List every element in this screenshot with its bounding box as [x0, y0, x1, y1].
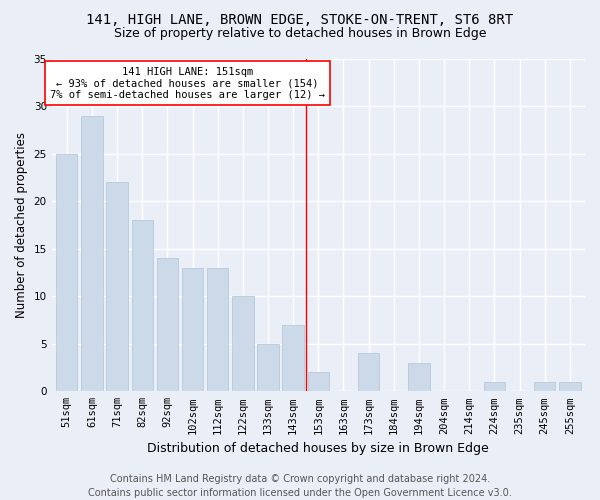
Bar: [283, 325, 304, 392]
Bar: [559, 382, 581, 392]
Bar: [408, 363, 430, 392]
Bar: [308, 372, 329, 392]
Text: 141 HIGH LANE: 151sqm
← 93% of detached houses are smaller (154)
7% of semi-deta: 141 HIGH LANE: 151sqm ← 93% of detached …: [50, 66, 325, 100]
Text: Contains HM Land Registry data © Crown copyright and database right 2024.
Contai: Contains HM Land Registry data © Crown c…: [88, 474, 512, 498]
Bar: [257, 344, 279, 392]
Text: Size of property relative to detached houses in Brown Edge: Size of property relative to detached ho…: [114, 28, 486, 40]
Bar: [157, 258, 178, 392]
Bar: [131, 220, 153, 392]
Bar: [207, 268, 229, 392]
Bar: [484, 382, 505, 392]
Bar: [81, 116, 103, 392]
Y-axis label: Number of detached properties: Number of detached properties: [15, 132, 28, 318]
Bar: [358, 354, 379, 392]
X-axis label: Distribution of detached houses by size in Brown Edge: Distribution of detached houses by size …: [148, 442, 489, 455]
Text: 141, HIGH LANE, BROWN EDGE, STOKE-ON-TRENT, ST6 8RT: 141, HIGH LANE, BROWN EDGE, STOKE-ON-TRE…: [86, 12, 514, 26]
Bar: [106, 182, 128, 392]
Bar: [534, 382, 556, 392]
Bar: [182, 268, 203, 392]
Bar: [56, 154, 77, 392]
Bar: [232, 296, 254, 392]
